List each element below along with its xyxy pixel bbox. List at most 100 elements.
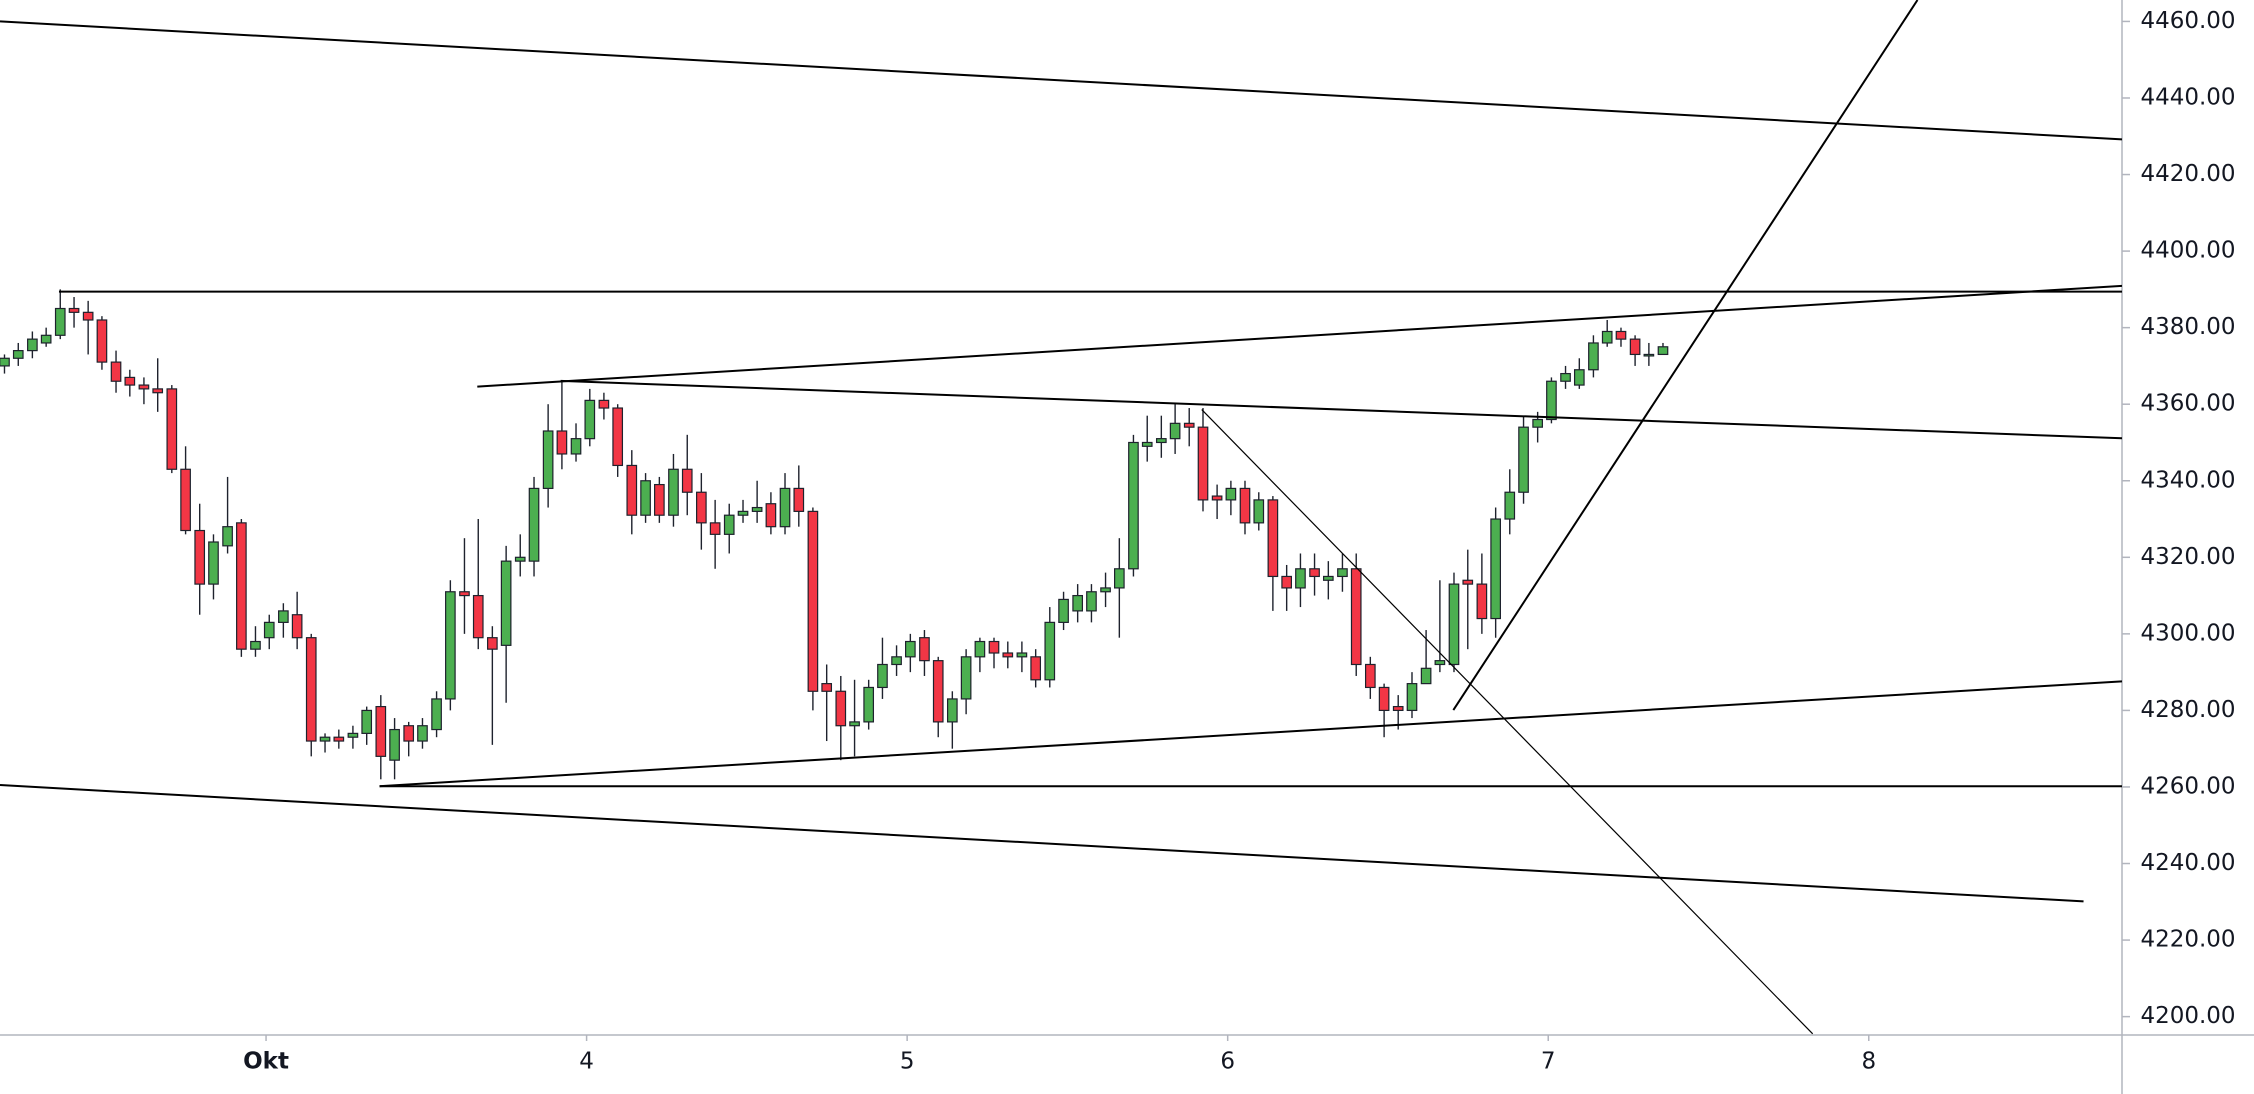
candle-body xyxy=(250,640,261,650)
y-tick-label: 4260.00 xyxy=(2140,773,2235,799)
y-tick-label: 4440.00 xyxy=(2140,84,2235,110)
candle-body xyxy=(1225,487,1237,501)
candle-body xyxy=(919,637,930,662)
candle-body xyxy=(570,438,582,455)
candle-body xyxy=(138,384,150,390)
candle-body xyxy=(1629,338,1641,356)
candle-body xyxy=(1211,495,1223,501)
candle-body xyxy=(236,522,247,650)
candle-body xyxy=(1532,418,1543,428)
y-tick-label: 4200.00 xyxy=(2140,1003,2235,1029)
candle-body xyxy=(27,338,38,352)
candle-body xyxy=(180,468,191,532)
x-tick-label: Okt xyxy=(243,1049,289,1075)
candle-body xyxy=(417,725,428,742)
candle-body xyxy=(891,656,902,666)
x-tick-label: 7 xyxy=(1541,1049,1556,1075)
candle-body xyxy=(1309,568,1320,578)
candle-body xyxy=(584,399,596,440)
candle-body xyxy=(1058,598,1069,623)
candle-body xyxy=(12,350,24,359)
candle-body xyxy=(1573,369,1585,386)
candle-body xyxy=(835,690,847,727)
x-tick-label: 6 xyxy=(1220,1049,1235,1075)
candle-body xyxy=(110,361,122,382)
candle-body xyxy=(305,637,317,742)
candle-body xyxy=(709,522,721,535)
candle-body xyxy=(1141,441,1153,447)
candle-body xyxy=(1183,422,1195,428)
candle-body xyxy=(263,621,275,639)
candle-body xyxy=(668,468,679,516)
candle-body xyxy=(821,683,833,692)
candle-body xyxy=(626,464,638,516)
candle-body xyxy=(1155,438,1167,444)
candle-body xyxy=(877,663,888,689)
candle-body xyxy=(291,614,303,639)
candle-body xyxy=(1016,652,1028,658)
candle-body xyxy=(1657,346,1669,356)
candle-body xyxy=(375,705,387,757)
candle-body xyxy=(1476,583,1488,620)
candle-body xyxy=(445,591,456,700)
candle-body xyxy=(68,307,80,313)
candle-body xyxy=(333,736,345,742)
candle-body xyxy=(124,376,136,386)
candle-body xyxy=(751,506,763,512)
candle-body xyxy=(472,594,484,639)
candle-body xyxy=(988,640,1000,654)
candle-body xyxy=(1462,579,1474,585)
candle-body xyxy=(1239,487,1251,524)
candle-body xyxy=(1350,568,1362,666)
candle-body xyxy=(403,725,415,742)
candle-body xyxy=(278,610,289,623)
candle-body xyxy=(54,307,66,336)
trendline xyxy=(1452,0,1919,711)
candle-body xyxy=(681,468,693,493)
candle-body xyxy=(696,491,707,524)
y-tick-label: 4420.00 xyxy=(2140,161,2235,187)
candle-body xyxy=(598,399,610,409)
candle-body xyxy=(1406,683,1418,712)
candle-body xyxy=(807,510,819,692)
candle-body xyxy=(1546,380,1557,421)
candle-body xyxy=(1100,587,1111,593)
candle-body xyxy=(319,736,331,742)
candle-body xyxy=(737,510,749,516)
trendline xyxy=(379,680,2122,788)
trendline xyxy=(1201,409,1814,1035)
y-tick-label: 4340.00 xyxy=(2140,467,2235,493)
plot-area xyxy=(0,0,2122,1035)
candle-body xyxy=(905,640,916,658)
candle-body xyxy=(1197,426,1209,501)
candle-body xyxy=(1490,518,1501,620)
y-tick-label: 4280.00 xyxy=(2140,697,2235,723)
candle-body xyxy=(194,529,206,585)
candle-body xyxy=(459,591,470,597)
candle-body xyxy=(347,732,359,738)
candle-body xyxy=(612,407,624,467)
y-tick-label: 4380.00 xyxy=(2140,314,2235,340)
candle-body xyxy=(1601,330,1613,344)
y-tick-label: 4320.00 xyxy=(2140,544,2235,570)
candle-body xyxy=(389,728,400,761)
candle-body xyxy=(82,311,94,321)
candle-body xyxy=(1504,491,1516,520)
candle-body xyxy=(960,656,972,700)
y-tick-label: 4240.00 xyxy=(2140,850,2235,876)
candle-body xyxy=(528,487,540,562)
candle-body xyxy=(1253,499,1265,524)
candle-body xyxy=(152,388,164,394)
candle-body xyxy=(1169,422,1181,440)
candle-body xyxy=(863,686,875,723)
candle-body xyxy=(1420,667,1432,685)
candle-body xyxy=(487,637,498,650)
candle-body xyxy=(1072,594,1084,612)
candle-body xyxy=(974,640,986,658)
candle-body xyxy=(793,487,805,512)
y-tick-label: 4300.00 xyxy=(2140,620,2235,646)
candle-body xyxy=(1044,621,1056,681)
trendline xyxy=(0,784,2084,903)
candle-body xyxy=(1030,656,1042,681)
